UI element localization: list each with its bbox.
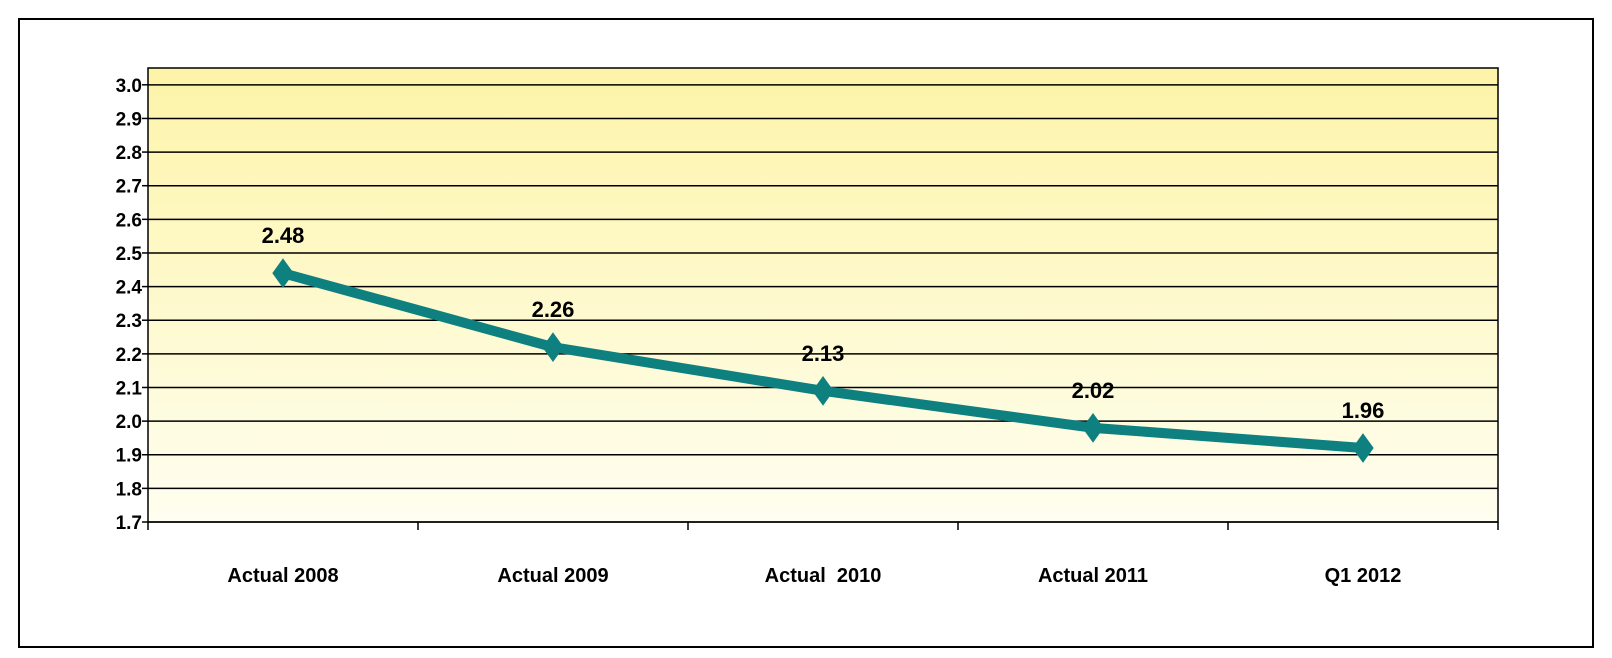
x-category-label: Actual 2008 — [227, 565, 338, 587]
data-labels: 2.48 2.26 2.13 2.02 1.96 — [262, 223, 1385, 423]
y-tick-label: 2.0 — [116, 412, 142, 433]
y-tick-label: 2.6 — [116, 210, 142, 231]
data-label: 2.02 — [1072, 378, 1115, 403]
y-tick-label: 1.7 — [116, 513, 142, 534]
data-point-marker — [542, 332, 564, 362]
y-tick-label: 1.8 — [116, 479, 142, 500]
data-point-marker — [1352, 433, 1374, 463]
y-axis: 1.7 1.8 1.9 2.0 2.1 2.2 2.3 2.4 2.5 2.6 2.7 2.8 2.9 3… — [116, 76, 148, 534]
data-label: 2.26 — [532, 297, 575, 322]
y-tick-label: 2.7 — [116, 177, 142, 198]
data-point-marker — [272, 258, 294, 288]
data-label: 1.96 — [1342, 398, 1385, 423]
y-tick-label: 2.4 — [116, 278, 143, 299]
y-tick-label: 2.2 — [116, 345, 142, 366]
x-category-label: Actual 2009 — [497, 565, 608, 587]
data-point-marker — [1082, 412, 1104, 443]
gridlines — [148, 84, 1498, 490]
data-label: 2.13 — [802, 341, 845, 366]
x-axis: Actual 2008 Actual 2009 Actual 2010 Actual … — [147, 521, 1499, 587]
x-category-label: Actual 2010 — [765, 565, 882, 587]
x-category-label: Q1 2012 — [1325, 565, 1402, 587]
y-tick-label: 2.8 — [116, 143, 142, 164]
y-tick-label: 1.9 — [116, 446, 142, 467]
data-point-marker — [812, 375, 834, 406]
y-tick-label: 2.9 — [116, 109, 142, 130]
y-tick-label: 2.5 — [116, 244, 143, 265]
series-line-group — [272, 258, 1374, 463]
y-tick-label: 3.0 — [116, 76, 142, 97]
data-label: 2.48 — [262, 223, 305, 248]
x-category-label: Actual 2011 — [1038, 565, 1148, 587]
y-tick-label: 2.1 — [116, 378, 143, 399]
y-tick-label: 2.3 — [116, 311, 142, 332]
